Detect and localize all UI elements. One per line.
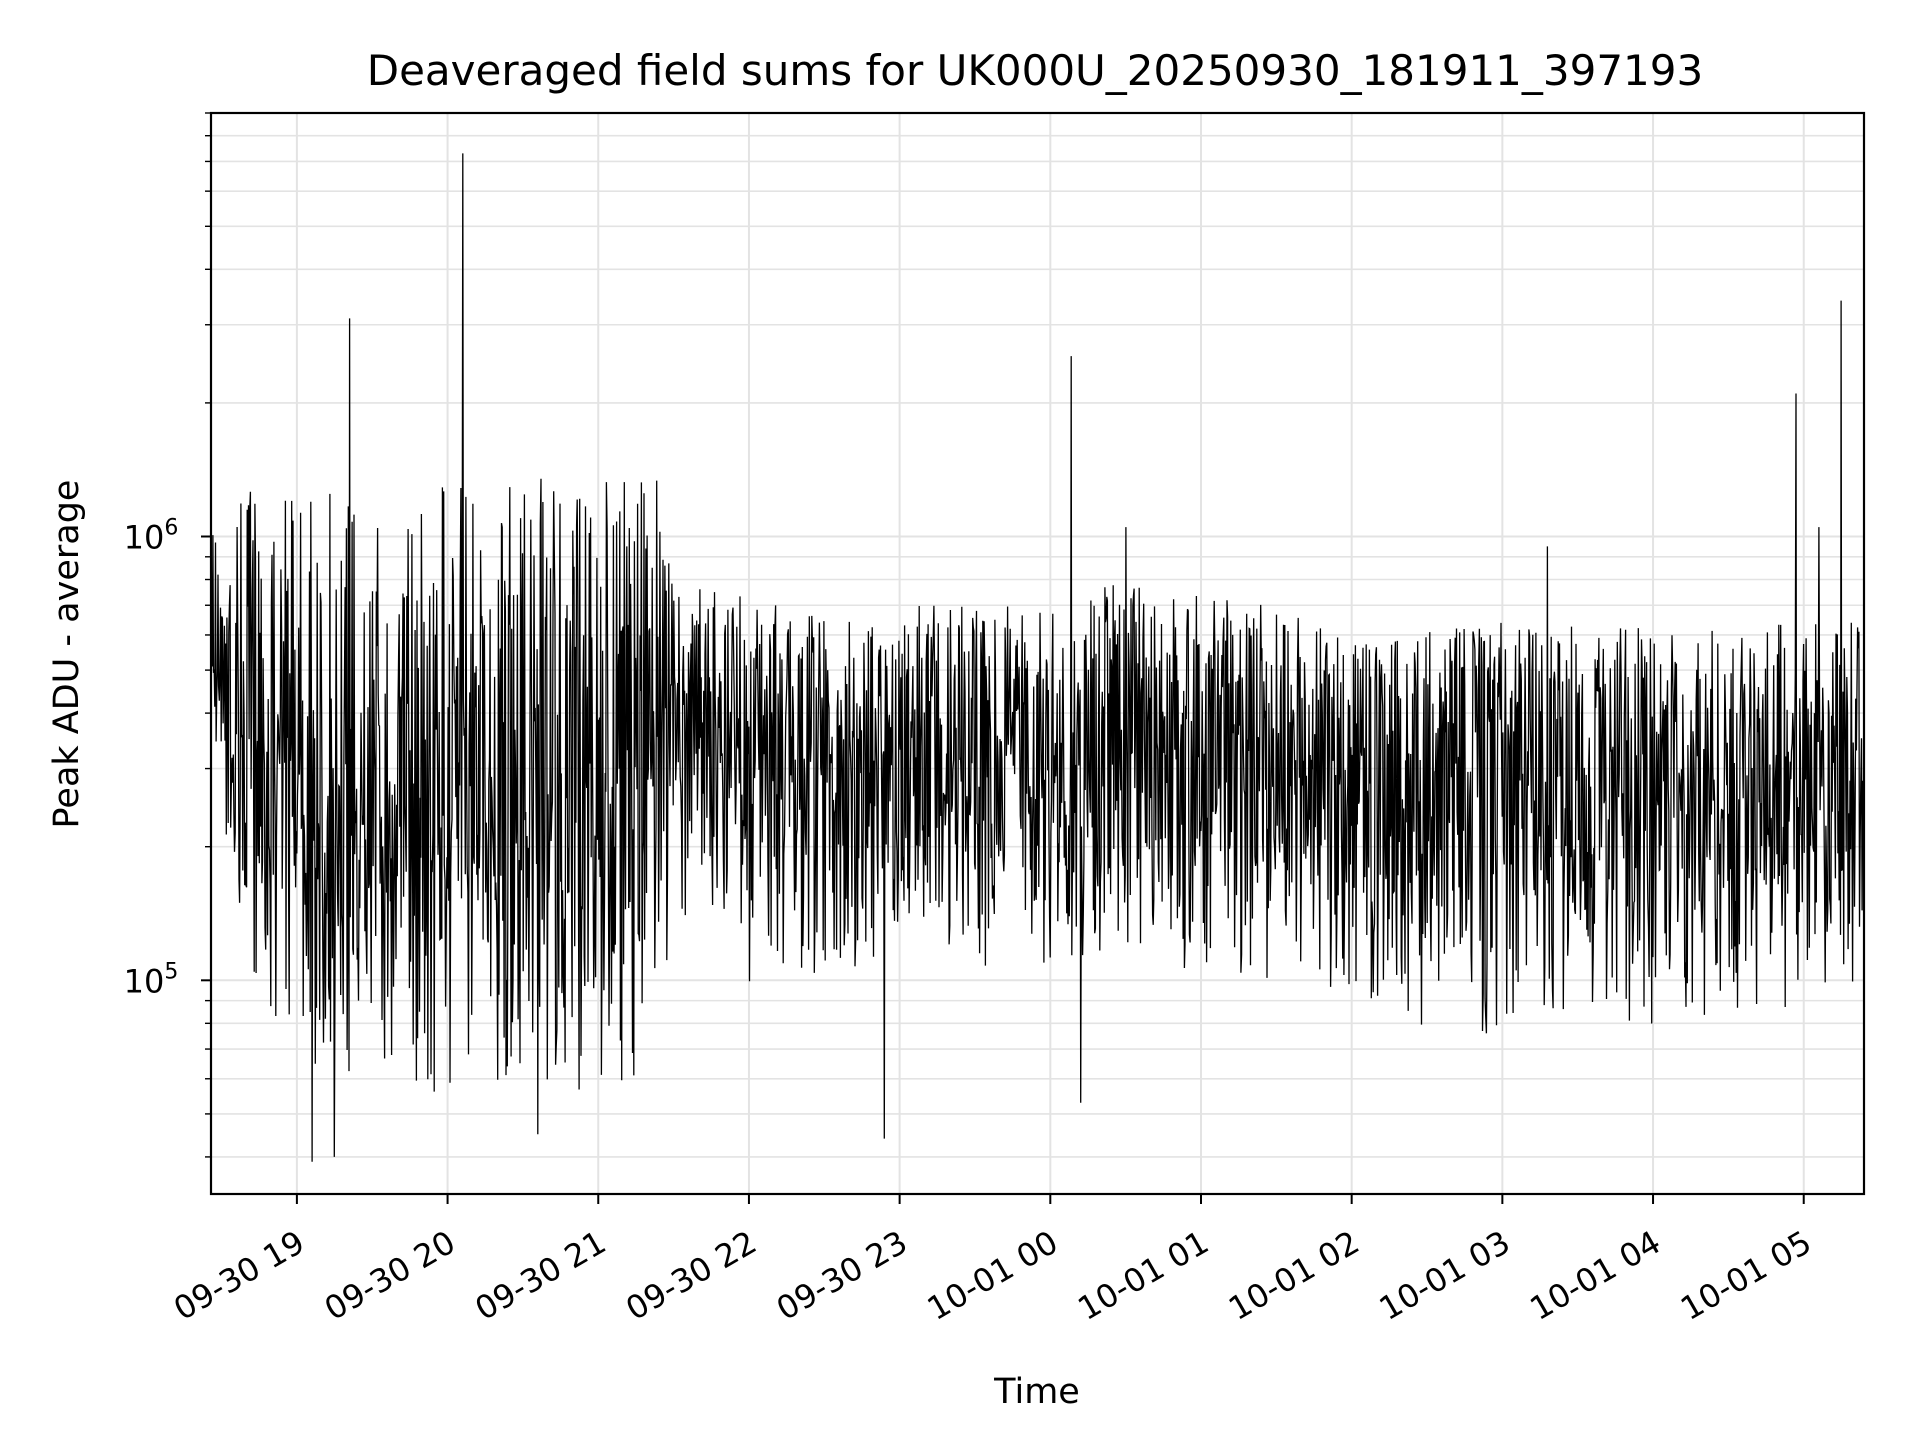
y-axis-label: Peak ADU - average [47, 480, 87, 829]
y-tick-label: 106 [124, 516, 179, 557]
series-path [210, 153, 1865, 1162]
y-tick-label: 105 [124, 959, 179, 1000]
chart-title: Deaveraged field sums for UK000U_2025093… [367, 46, 1703, 95]
x-axis-label: Time [993, 1372, 1080, 1412]
plot-frame [209, 111, 1866, 1196]
series-line [210, 153, 1865, 1162]
y-axis: 105 106 [124, 112, 211, 1158]
